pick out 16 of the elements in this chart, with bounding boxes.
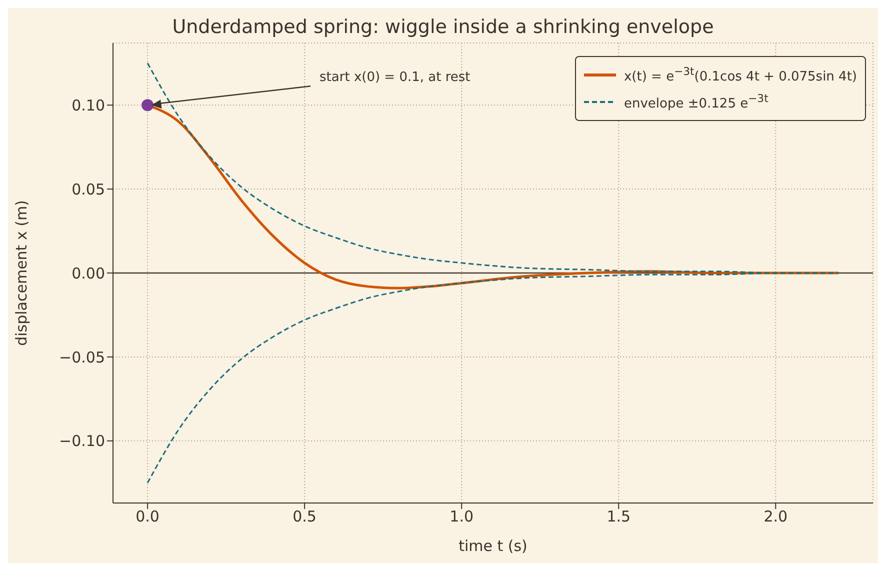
legend-label: envelope ±0.125 e$^{−3t}$ <box>624 91 768 114</box>
y-axis-title: displacement x (m) <box>12 200 30 346</box>
legend-label: x(t) = e$^{−3t}$(0.1cos 4t + 0.075sin 4t) <box>624 64 857 86</box>
x-tick-label: 1.0 <box>450 508 474 526</box>
x-tick-label: 0.0 <box>136 508 160 526</box>
y-tick-label: 0.00 <box>72 264 105 282</box>
x-axis-title: time t (s) <box>458 537 528 555</box>
y-tick-label: −0.05 <box>59 348 105 366</box>
x-tick-label: 1.5 <box>606 508 631 526</box>
annotation: start x(0) = 0.1, at rest <box>320 70 470 86</box>
x-tick-label: 2.0 <box>764 508 788 526</box>
x-tick-label: 0.5 <box>292 508 316 526</box>
y-tick-label: 0.10 <box>72 96 105 114</box>
y-tick-label: −0.10 <box>59 432 105 450</box>
chart-title: Underdamped spring: wiggle inside a shrinking envelope <box>171 16 715 38</box>
y-tick-label: 0.05 <box>72 180 105 198</box>
